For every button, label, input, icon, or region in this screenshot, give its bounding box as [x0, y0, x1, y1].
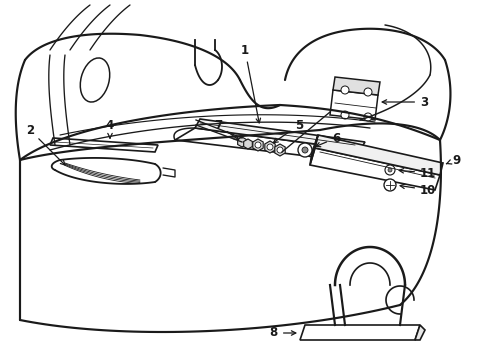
- Circle shape: [297, 143, 311, 157]
- Ellipse shape: [80, 58, 109, 102]
- Circle shape: [302, 147, 307, 153]
- Polygon shape: [195, 119, 364, 150]
- Circle shape: [276, 147, 283, 153]
- Circle shape: [363, 113, 371, 121]
- Text: 10: 10: [399, 184, 435, 197]
- Circle shape: [383, 179, 395, 191]
- Circle shape: [340, 111, 348, 119]
- Text: 1: 1: [241, 44, 260, 123]
- Circle shape: [384, 165, 394, 175]
- Polygon shape: [50, 138, 158, 152]
- Polygon shape: [264, 141, 275, 153]
- Text: 4: 4: [106, 118, 114, 138]
- Polygon shape: [329, 90, 377, 120]
- Polygon shape: [414, 325, 424, 340]
- Polygon shape: [252, 139, 263, 151]
- Circle shape: [266, 144, 272, 150]
- Polygon shape: [309, 135, 317, 165]
- Polygon shape: [237, 137, 246, 147]
- Polygon shape: [175, 128, 359, 160]
- Circle shape: [254, 142, 261, 148]
- Text: 9: 9: [446, 153, 459, 166]
- Circle shape: [340, 86, 348, 94]
- Polygon shape: [314, 135, 442, 175]
- Polygon shape: [309, 148, 439, 190]
- Text: 8: 8: [269, 327, 295, 339]
- Polygon shape: [274, 144, 285, 156]
- Text: 3: 3: [382, 95, 427, 108]
- Text: 5: 5: [273, 118, 303, 143]
- Text: 2: 2: [26, 123, 65, 165]
- Text: 7: 7: [213, 118, 238, 140]
- Polygon shape: [243, 139, 252, 149]
- Circle shape: [387, 168, 391, 172]
- Polygon shape: [299, 325, 419, 340]
- Circle shape: [363, 88, 371, 96]
- Text: 6: 6: [315, 131, 340, 147]
- Polygon shape: [332, 77, 379, 95]
- Text: 11: 11: [398, 166, 435, 180]
